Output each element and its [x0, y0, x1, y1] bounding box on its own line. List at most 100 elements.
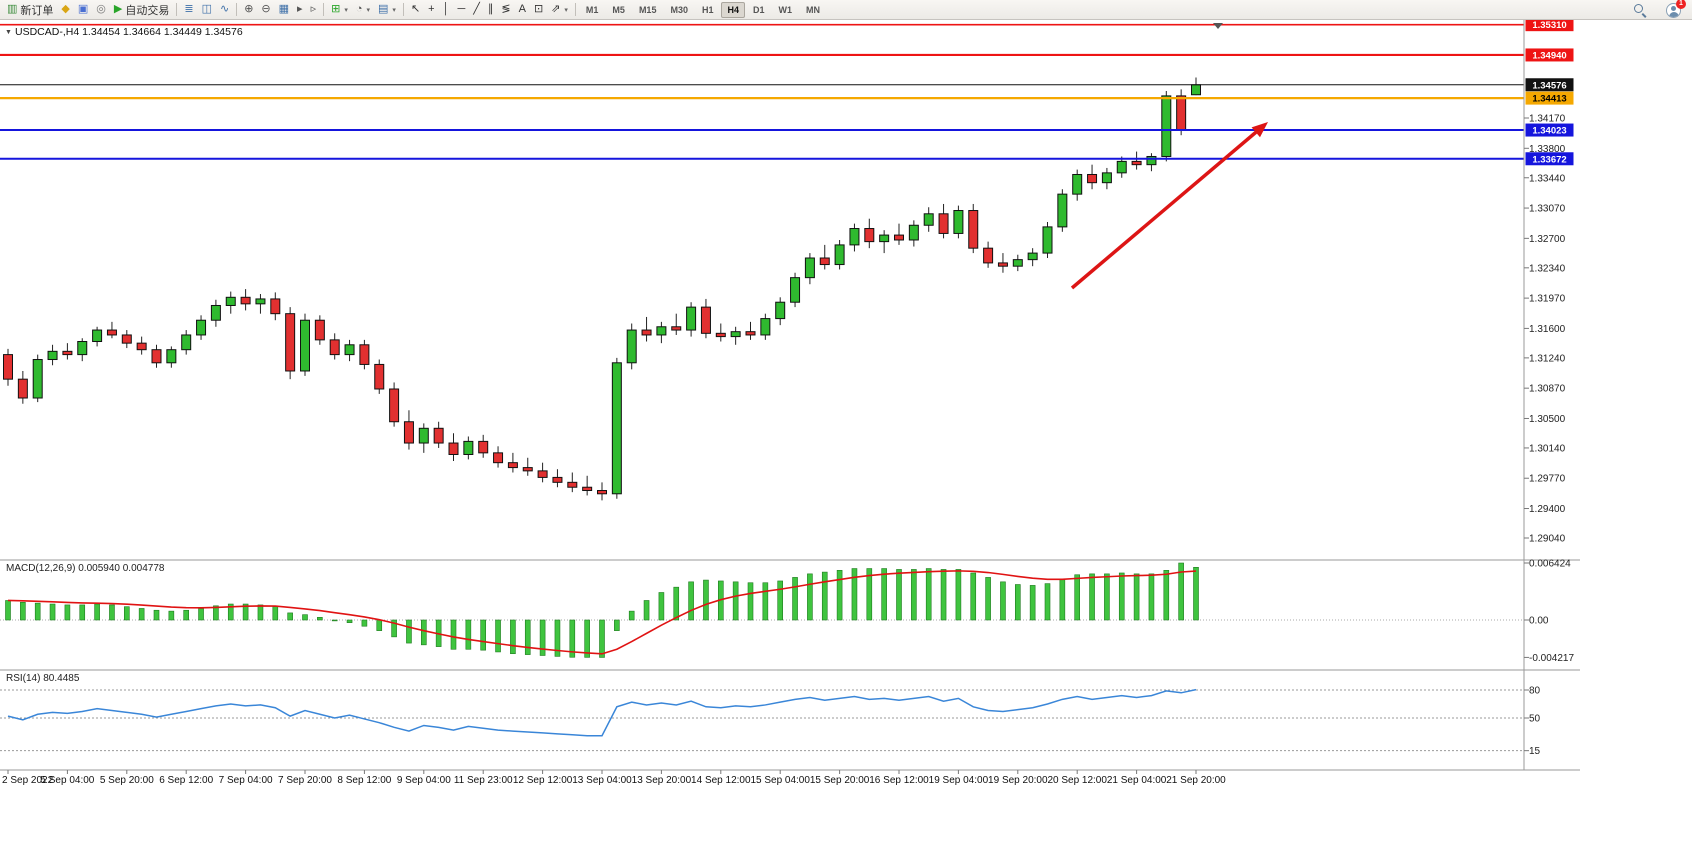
toolbar-separator	[176, 3, 178, 16]
toolbar-separator	[402, 3, 404, 16]
horizontal-line-button[interactable]: ─	[453, 1, 469, 19]
candlestick-chart-icon: ◫	[201, 3, 212, 15]
timeframe-mn[interactable]: MN	[806, 4, 821, 15]
indicators-button[interactable]: ⊞ ▾	[327, 1, 352, 19]
chevron-down-icon: ▾	[564, 6, 568, 14]
fibonacci-button[interactable]: ≶	[497, 1, 514, 19]
price-axis[interactable]: 1.34170 1.33800 1.33440 1.33070 1.32700 1.323…	[1524, 114, 1566, 545]
crosshair-button[interactable]: +	[424, 1, 438, 19]
timeframe-m15[interactable]: M15	[638, 4, 657, 15]
autotrading-button-label: 自动交易	[125, 4, 170, 17]
arrows-button[interactable]: ⇗ ▾	[547, 1, 572, 19]
trendline-icon: ╱	[473, 3, 480, 15]
data-window-icon: ▣	[77, 3, 89, 15]
timeframe-m1[interactable]: M1	[585, 4, 599, 15]
vertical-line-button[interactable]: │	[439, 1, 454, 19]
timeframe-d1[interactable]: D1	[753, 4, 765, 15]
zoom-in-icon: ⊕	[244, 3, 254, 15]
templates-icon: ▤	[378, 3, 389, 15]
svg-text:19 Sep 04:00: 19 Sep 04:00	[929, 775, 989, 786]
svg-text:1.30870: 1.30870	[1529, 384, 1566, 395]
svg-text:1.35310: 1.35310	[1532, 20, 1566, 31]
chart-window[interactable]: 1.34170 1.33800 1.33440 1.33070 1.32700 1.323…	[0, 20, 1692, 850]
svg-text:14 Sep 12:00: 14 Sep 12:00	[691, 775, 751, 786]
periods-button[interactable]: ◔ ▾	[352, 1, 374, 19]
zoom-in-button[interactable]: ⊕	[240, 1, 257, 19]
templates-button[interactable]: ▤ ▾	[374, 1, 400, 19]
new-order-button[interactable]: ▥ 新订单	[3, 1, 57, 19]
toolbar-right: 1	[1630, 0, 1686, 20]
text-button[interactable]: A	[515, 1, 530, 19]
svg-text:21 Sep 04:00: 21 Sep 04:00	[1107, 775, 1167, 786]
chevron-down-icon: ▾	[344, 6, 348, 14]
macd-axis[interactable]: 0.006424 0.00 -0.004217	[1524, 559, 1574, 664]
svg-text:50: 50	[1529, 713, 1541, 724]
svg-text:1.33070: 1.33070	[1529, 204, 1566, 215]
data-window-button[interactable]: ▣	[74, 1, 92, 19]
vertical-line-icon: │	[442, 3, 450, 15]
indicators-icon: ⊞	[331, 3, 341, 15]
bar-chart-button[interactable]: ≣	[180, 1, 197, 19]
text-label-button[interactable]: ⊡	[530, 1, 547, 19]
chart-shift-button[interactable]: ▹	[307, 1, 321, 19]
macd-signal-line	[7, 570, 1197, 655]
price-badge-1.34576	[1525, 78, 1574, 92]
svg-text:16 Sep 12:00: 16 Sep 12:00	[869, 775, 929, 786]
cursor-button[interactable]: ↖	[407, 1, 424, 19]
timeframe-h1[interactable]: H1	[701, 4, 714, 15]
zoom-out-button[interactable]: ⊖	[257, 1, 274, 19]
svg-text:1.32340: 1.32340	[1529, 263, 1566, 274]
svg-text:1.29040: 1.29040	[1529, 533, 1566, 544]
arrows-icon: ⇗	[551, 3, 561, 15]
auto-scroll-button[interactable]: ▸	[293, 1, 307, 19]
fibonacci-icon: ≶	[501, 3, 511, 15]
account-button[interactable]: 1	[1662, 0, 1686, 19]
svg-text:1.30500: 1.30500	[1529, 414, 1566, 425]
svg-text:1.31600: 1.31600	[1529, 324, 1566, 335]
line-chart-button[interactable]: ∿	[216, 1, 233, 19]
toolbar-separator	[574, 3, 576, 16]
timeframe-h4[interactable]: H4	[721, 1, 745, 18]
svg-text:1.32700: 1.32700	[1529, 234, 1566, 245]
rsi-label: RSI(14) 80.4485	[6, 673, 80, 684]
search-icon	[1634, 4, 1646, 16]
toolbar-separator	[236, 3, 238, 16]
svg-text:RSI(14) 80.4485: RSI(14) 80.4485	[6, 673, 80, 684]
trend-arrow-object[interactable]	[1070, 122, 1268, 290]
equidistant-channel-button[interactable]: ∥	[484, 1, 498, 19]
tile-windows-button[interactable]: ▦	[275, 1, 293, 19]
svg-text:15 Sep 04:00: 15 Sep 04:00	[750, 775, 810, 786]
price-badge-1.33672	[1525, 152, 1574, 166]
svg-text:1.33672: 1.33672	[1532, 154, 1566, 165]
chart-shift-marker[interactable]	[1213, 23, 1223, 29]
trendline-button[interactable]: ╱	[469, 1, 484, 19]
price-badge-1.34413	[1525, 91, 1574, 105]
new-order-icon: ▥	[7, 3, 18, 15]
timeframe-m30[interactable]: M30	[670, 4, 688, 15]
timeframe-m5[interactable]: M5	[612, 4, 625, 15]
auto-scroll-icon: ▸	[297, 3, 303, 15]
toolbar: ▥ 新订单 ◆ ▣ ◎ ▶ 自动交易 ≣ ◫ ∿ ⊕ ⊖ ▦ ▸ ▹ ⊞ ▾ ◔ ▾ ▤ ▾ ↖ + │ ─ ╱ ∥ ≶ A ⊡ ⇗ ▾ M1 M…	[0, 0, 1692, 20]
rsi-axis[interactable]: 80 50 15	[1524, 686, 1541, 758]
periods-icon: ◔	[355, 3, 363, 15]
chart-canvas[interactable]: 1.34170 1.33800 1.33440 1.33070 1.32700 1.323…	[0, 20, 1692, 850]
panel-borders	[0, 20, 1580, 771]
svg-text:7 Sep 20:00: 7 Sep 20:00	[278, 775, 332, 786]
svg-text:5 Sep 04:00: 5 Sep 04:00	[40, 775, 94, 786]
timeframe-w1[interactable]: W1	[778, 4, 793, 15]
price-badge-1.35310	[1525, 20, 1574, 32]
svg-text:13 Sep 20:00: 13 Sep 20:00	[632, 775, 692, 786]
svg-text:1.30140: 1.30140	[1529, 443, 1566, 454]
autotrading-icon: ▶	[113, 3, 123, 15]
search-button[interactable]	[1630, 1, 1650, 19]
svg-text:1.33440: 1.33440	[1529, 173, 1566, 184]
candlestick-chart-button[interactable]: ◫	[198, 1, 216, 19]
svg-text:1.33800: 1.33800	[1529, 144, 1566, 155]
strategy-tester-button[interactable]: ◎	[92, 1, 110, 19]
svg-text:5 Sep 20:00: 5 Sep 20:00	[100, 775, 154, 786]
equidistant-channel-icon: ∥	[487, 3, 494, 15]
hline-objects[interactable]	[0, 23, 1524, 160]
market-watch-button[interactable]: ◆	[57, 1, 73, 19]
autotrading-button[interactable]: ▶ 自动交易	[110, 1, 173, 19]
